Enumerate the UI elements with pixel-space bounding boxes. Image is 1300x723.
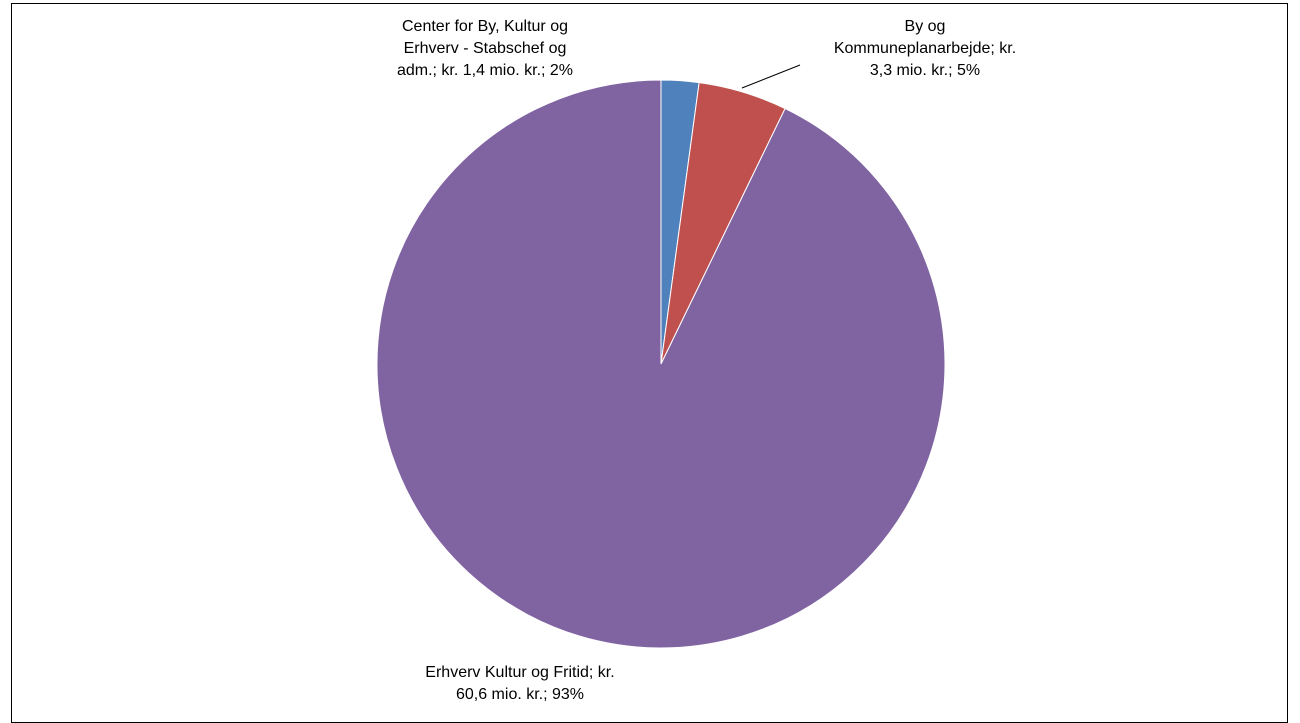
data-label-line: 3,3 mio. kr.; 5%	[869, 62, 981, 79]
leader-line-by-og-kommuneplanarbejde	[741, 64, 801, 89]
data-label-line: Erhverv - Stabschef og	[403, 40, 567, 57]
data-label-line: Kommuneplanarbejde; kr.	[833, 40, 1017, 57]
data-label-line: Center for By, Kultur og	[402, 18, 568, 35]
pie-slices	[376, 79, 946, 649]
data-label-line: By og	[904, 18, 946, 35]
data-label-line: 60,6 mio. kr.; 93%	[455, 686, 585, 703]
data-label-erhverv-kultur-og-fritid: Erhverv Kultur og Fritid; kr. 60,6 mio. …	[375, 662, 665, 706]
pie-slice-2	[376, 79, 946, 649]
data-label-line: Erhverv Kultur og Fritid; kr.	[425, 664, 615, 681]
data-label-center-for-by: Center for By, Kultur og Erhverv - Stabs…	[360, 16, 610, 82]
data-label-by-og-kommuneplanarbejde: By og Kommuneplanarbejde; kr. 3,3 mio. k…	[800, 16, 1050, 82]
data-label-line: adm.; kr. 1,4 mio. kr.; 2%	[396, 62, 574, 79]
